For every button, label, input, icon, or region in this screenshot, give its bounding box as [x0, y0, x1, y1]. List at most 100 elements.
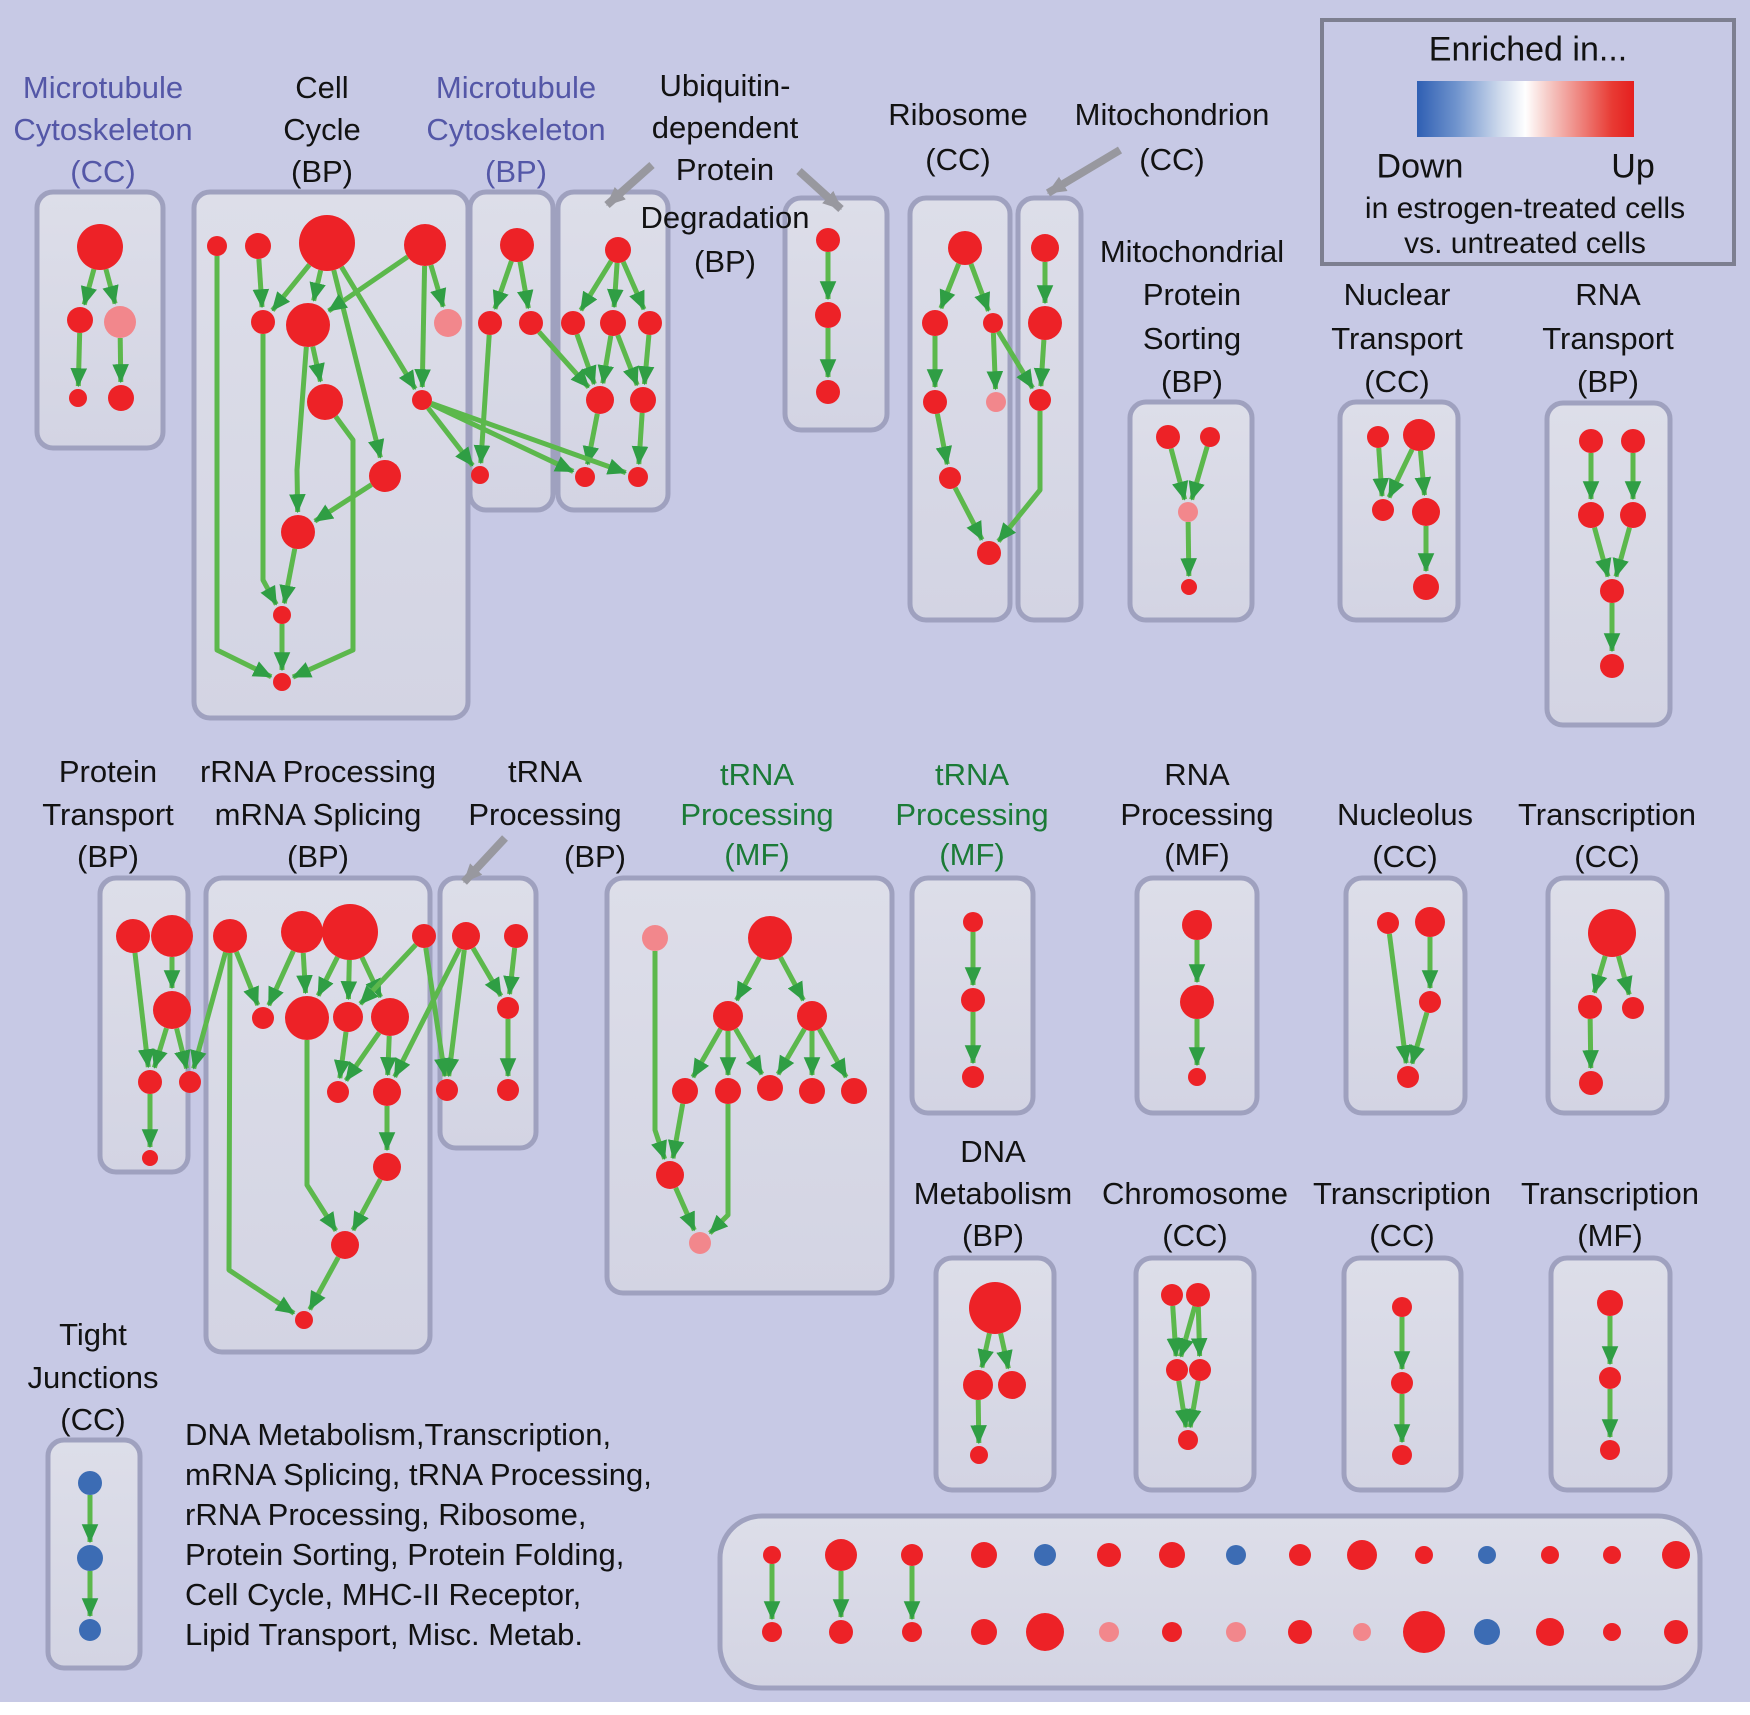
misc-node-bottom-5: [1026, 1613, 1064, 1651]
graph-node-s2: [1200, 427, 1220, 447]
graph-node-a4: [69, 389, 87, 407]
misc-node-top-3: [901, 1544, 923, 1566]
cluster-label-dna_metabolism-line3: (BP): [962, 1218, 1024, 1253]
annotation-text-line5: Cell Cycle, MHC-II Receptor,: [185, 1577, 582, 1612]
misc-node-top-8: [1226, 1545, 1246, 1565]
graph-node-e3: [1392, 1445, 1412, 1465]
cluster-label-trna_mf_small-line3: (MF): [939, 837, 1005, 872]
misc-node-bottom-10: [1353, 1623, 1371, 1641]
cluster-label-trna_bp-line1: tRNA: [507, 754, 583, 789]
graph-node-rt4: [412, 924, 436, 948]
cluster-label-rna_processing-line3: (MF): [1164, 837, 1230, 872]
misc-node-top-15: [1662, 1541, 1690, 1569]
annotation-text-line6: Lipid Transport, Misc. Metab.: [185, 1617, 583, 1652]
graph-edge: [132, 952, 155, 1069]
graph-node-y4: [1397, 1066, 1419, 1088]
cluster-box-misc: [717, 1513, 1703, 1691]
graph-node-v3: [816, 380, 840, 404]
graph-node-u6: [1600, 654, 1624, 678]
graph-edge: [968, 263, 991, 312]
graph-edge: [102, 268, 119, 305]
graph-node-q0: [642, 925, 668, 951]
misc-node-top-7: [1159, 1542, 1185, 1568]
graph-edge: [1175, 1380, 1192, 1429]
graph-node-u3: [1578, 502, 1604, 528]
cluster-label-tight_junctions-line2: Junctions: [27, 1360, 159, 1395]
legend-color-scale: [1417, 81, 1634, 137]
graph-node-n2: [245, 233, 271, 259]
graph-node-rm4: [371, 998, 409, 1036]
graph-node-bl1: [586, 386, 614, 414]
graph-edge: [307, 1256, 341, 1311]
graph-node-rt1: [213, 919, 247, 953]
graph-node-t2: [1403, 419, 1435, 451]
cluster-label-trna_bp-line3: (BP): [564, 839, 626, 874]
misc-node-top-13: [1541, 1546, 1559, 1564]
graph-node-q8: [841, 1078, 867, 1104]
cluster-box-nuclear_transport: [1337, 399, 1461, 623]
graph-node-x2: [1180, 985, 1214, 1019]
cluster-label-rna_transport-line1: RNA: [1575, 277, 1641, 312]
graph-node-t3: [1372, 499, 1394, 521]
graph-edge: [174, 1027, 191, 1070]
graph-node-g1: [78, 1471, 102, 1495]
legend-box: Enriched in... Down Up in estrogen-treat…: [1320, 18, 1736, 266]
graph-node-s3: [1178, 502, 1198, 522]
graph-node-rl4: [331, 1231, 359, 1259]
graph-edge: [607, 262, 624, 309]
cluster-label-nucleolus-line2: (CC): [1372, 839, 1438, 874]
graph-node-R7: [977, 541, 1001, 565]
graph-edge: [350, 1178, 383, 1232]
graph-edge: [1185, 1380, 1202, 1429]
graph-edge: [112, 337, 129, 384]
graph-node-bb1: [575, 467, 595, 487]
graph-edge: [429, 402, 575, 474]
misc-node-bottom-2: [829, 1620, 853, 1644]
graph-node-c3: [1166, 1359, 1188, 1381]
misc-node-bottom-1: [762, 1622, 782, 1642]
misc-node-bottom-13: [1536, 1618, 1564, 1646]
graph-edge: [151, 1027, 169, 1069]
graph-node-z3: [1622, 997, 1644, 1019]
cluster-label-tight_junctions-line1: Tight: [59, 1317, 127, 1352]
graph-edge: [1166, 1305, 1184, 1358]
graph-edge: [574, 333, 597, 386]
graph-node-q9: [656, 1161, 684, 1189]
graph-edge: [358, 943, 418, 1006]
cluster-label-ubiquitin-line5: (BP): [694, 244, 756, 279]
graph-node-z1: [1588, 909, 1636, 957]
graph-node-n4: [404, 224, 446, 266]
graph-node-w2: [961, 988, 985, 1012]
graph-edge: [266, 950, 296, 1007]
graph-node-rt3: [322, 904, 378, 960]
graph-node-rl1: [327, 1081, 349, 1103]
graph-node-n5: [251, 310, 275, 334]
graph-node-v2: [815, 302, 841, 328]
graph-node-d3: [998, 1371, 1026, 1399]
cluster-label-trna_mf_big-line1: tRNA: [719, 757, 795, 792]
graph-node-mm4: [471, 466, 489, 484]
graph-node-rm3: [333, 1002, 363, 1032]
graph-edge: [315, 955, 340, 997]
cluster-box-mt_cc: [34, 189, 166, 451]
cluster-label-mt_bp-line2: Cytoskeleton: [426, 112, 606, 147]
graph-edge: [673, 1186, 697, 1232]
graph-node-f3: [1600, 1440, 1620, 1460]
graph-edge: [1592, 526, 1612, 578]
ubiquitin-left-arrow: [604, 162, 655, 208]
graph-node-t4: [1412, 498, 1440, 526]
legend-title: Enriched in...: [1428, 30, 1628, 69]
graph-node-n11: [281, 515, 315, 549]
graph-node-rl5: [295, 1311, 313, 1329]
graph-node-p3: [153, 991, 191, 1029]
graph-node-rm2: [285, 996, 329, 1040]
graph-edge: [1372, 447, 1390, 498]
cluster-label-dna_metabolism-line1: DNA: [960, 1134, 1026, 1169]
cluster-label-trna_mf_small-line1: tRNA: [934, 757, 1010, 792]
misc-node-top-6: [1097, 1543, 1121, 1567]
graph-edge: [597, 335, 614, 385]
graph-node-y1: [1377, 912, 1399, 934]
graph-node-tbl2: [497, 1079, 519, 1101]
ubiquitin-right-arrow: [796, 168, 844, 212]
